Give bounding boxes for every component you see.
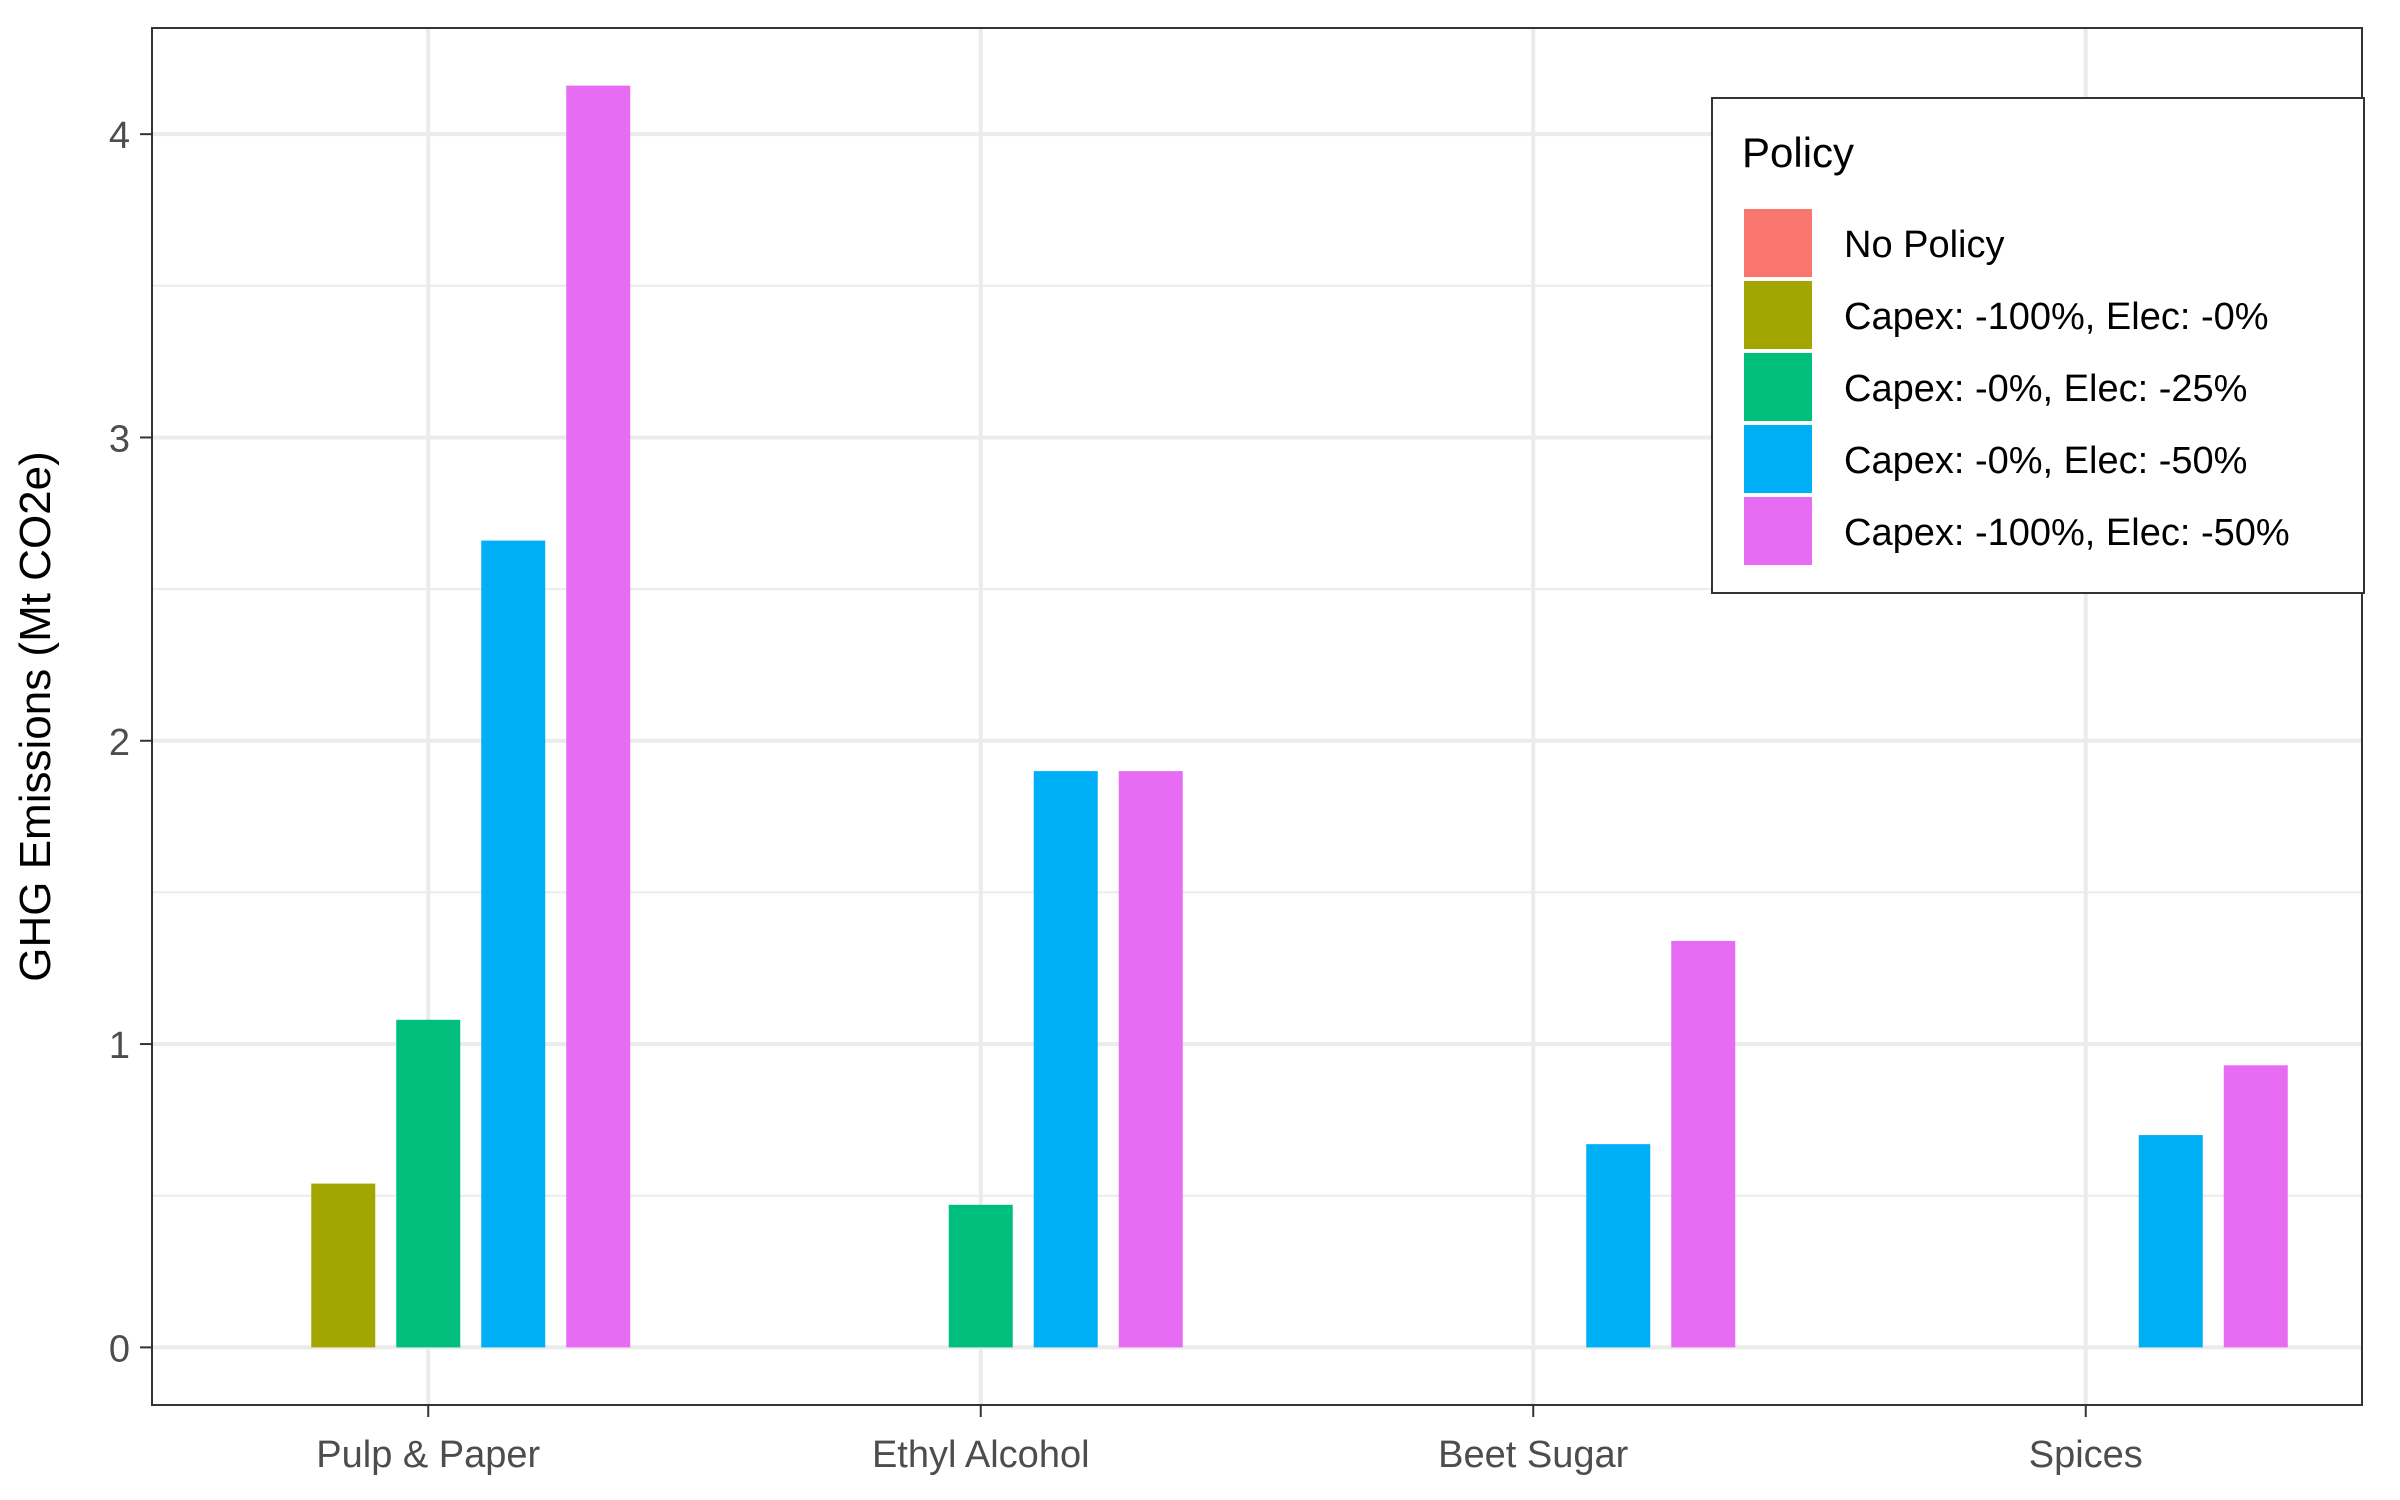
bar bbox=[1586, 1144, 1651, 1348]
y-tick-label: 4 bbox=[109, 115, 130, 157]
legend-box bbox=[1711, 97, 2365, 594]
legend-key bbox=[1744, 209, 1812, 277]
legend-key bbox=[1744, 281, 1812, 349]
bar bbox=[948, 1204, 1013, 1348]
bar bbox=[566, 85, 631, 1348]
bar bbox=[396, 1019, 461, 1348]
plot-panel-border bbox=[151, 27, 2363, 1406]
legend-label: Capex: -100%, Elec: -50% bbox=[1844, 512, 2290, 554]
legend-label: No Policy bbox=[1844, 224, 2005, 266]
bars bbox=[311, 85, 2288, 1348]
y-tick-label: 3 bbox=[109, 418, 130, 460]
x-tick-label: Beet Sugar bbox=[1438, 1434, 1628, 1476]
bar bbox=[2138, 1135, 2203, 1348]
x-tick-label: Spices bbox=[2029, 1434, 2143, 1476]
y-axis: 0 1 2 3 4 bbox=[109, 115, 152, 1370]
legend-key bbox=[1744, 425, 1812, 493]
bar bbox=[1118, 771, 1183, 1348]
y-tick-label: 1 bbox=[109, 1025, 130, 1067]
legend-items: No Policy Capex: -100%, Elec: -0% Capex: -… bbox=[1744, 209, 2290, 565]
bar bbox=[311, 1183, 376, 1348]
legend: Policy No Policy Capex: -100%, Elec: -0% C… bbox=[1711, 97, 2365, 594]
legend-key bbox=[1744, 497, 1812, 565]
legend-key bbox=[1744, 353, 1812, 421]
y-tick-label: 2 bbox=[109, 722, 130, 764]
x-tick-label: Ethyl Alcohol bbox=[872, 1434, 1090, 1476]
x-axis: Pulp & Paper Ethyl Alcohol Beet Sugar Spice… bbox=[316, 1405, 2143, 1476]
legend-title: Policy bbox=[1742, 129, 1854, 176]
bar bbox=[481, 540, 546, 1348]
bar bbox=[1671, 940, 1736, 1348]
bar bbox=[2223, 1065, 2288, 1348]
legend-label: Capex: -0%, Elec: -50% bbox=[1844, 440, 2247, 482]
legend-label: Capex: -100%, Elec: -0% bbox=[1844, 296, 2269, 338]
bar bbox=[1033, 771, 1098, 1348]
y-tick-label: 0 bbox=[109, 1328, 130, 1370]
legend-label: Capex: -0%, Elec: -25% bbox=[1844, 368, 2247, 410]
x-tick-label: Pulp & Paper bbox=[316, 1434, 540, 1476]
y-axis-title: GHG Emissions (Mt CO2e) bbox=[11, 451, 60, 982]
